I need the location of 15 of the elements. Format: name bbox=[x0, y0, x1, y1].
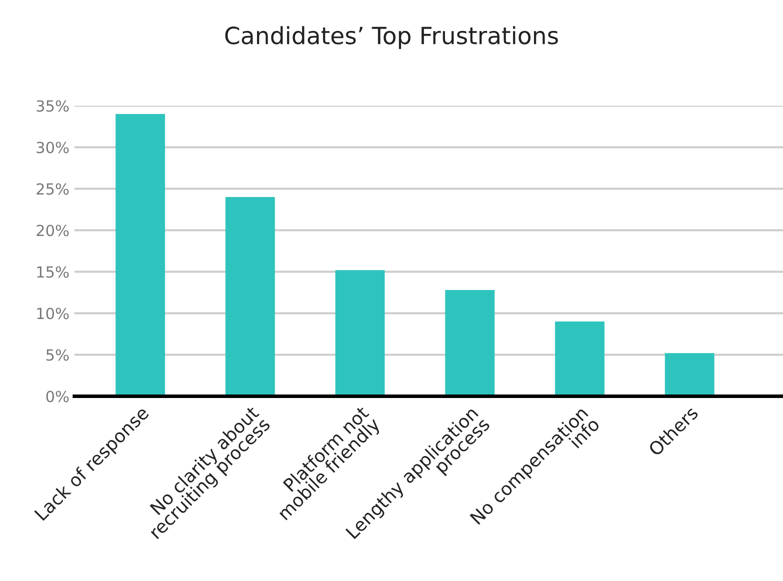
y-tick-label: 20% bbox=[36, 224, 69, 236]
bar bbox=[445, 290, 495, 396]
bar bbox=[116, 114, 166, 396]
bar bbox=[335, 270, 385, 396]
y-tick-label: 0% bbox=[46, 390, 69, 402]
y-tick-label: 25% bbox=[36, 183, 69, 195]
y-tick-label: 10% bbox=[37, 308, 69, 320]
chart-title: Candidates’ Top Frustrations bbox=[225, 26, 558, 49]
y-tick-label: 15% bbox=[37, 266, 69, 278]
y-tick-label: 35% bbox=[36, 100, 69, 112]
bar bbox=[555, 322, 604, 396]
bar bbox=[225, 197, 275, 396]
bar bbox=[664, 353, 714, 396]
y-tick-label: 30% bbox=[36, 142, 69, 154]
y-tick-label: 5% bbox=[46, 349, 69, 361]
